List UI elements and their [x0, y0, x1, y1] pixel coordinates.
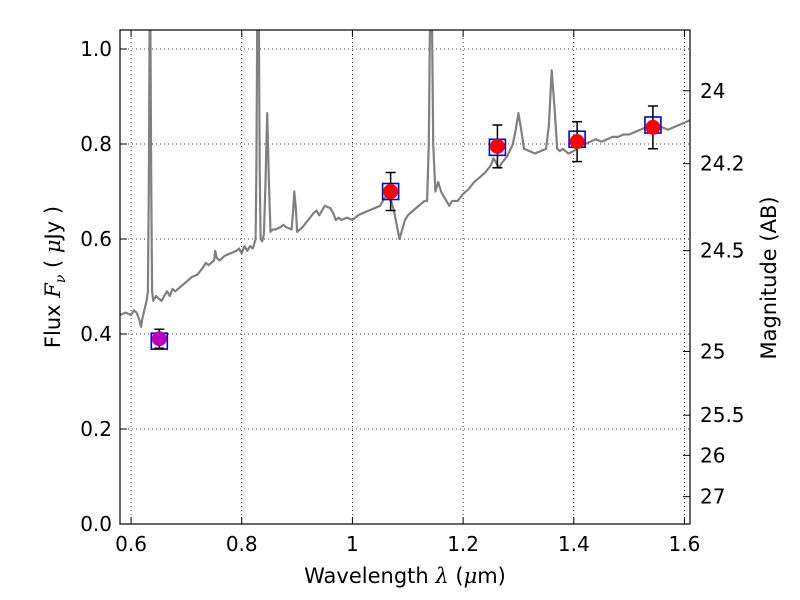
y-tick-label: 1.0 — [80, 37, 112, 61]
right-tick-label: 26 — [700, 443, 725, 467]
y-tick-label: 0.2 — [80, 417, 112, 441]
spectrum-line — [120, 30, 690, 328]
right-tick-label: 24.5 — [700, 239, 745, 263]
y-tick-label: 0.4 — [80, 322, 112, 346]
y-axis-label: Flux Fν ( μJy ) — [41, 206, 69, 348]
observed-flux-point — [151, 331, 167, 347]
x-tick-label: 1.6 — [669, 532, 701, 556]
observed-flux-point — [383, 184, 399, 199]
axis-ticks: 0.6 0.8 1 1.2 1.4 1.6 0.0 0.2 0.4 0.6 0.8 1.0 24 24.2… — [80, 30, 745, 556]
observed-flux-point — [645, 119, 661, 135]
x-tick-label: 0.6 — [115, 532, 147, 556]
y-tick-label: 0.8 — [80, 132, 112, 156]
right-tick-label: 27 — [700, 485, 725, 509]
x-tick-label: 0.8 — [226, 532, 258, 556]
y-tick-label: 0.0 — [80, 512, 112, 536]
grid-lines — [120, 30, 690, 525]
x-axis-label: Wavelength λ (μm) — [304, 564, 506, 588]
right-tick-label: 25 — [700, 340, 725, 364]
x-tick-label: 1.2 — [447, 532, 479, 556]
marker-series — [150, 105, 662, 350]
observed-flux-point — [489, 138, 505, 154]
right-axis-label: Magnitude (AB) — [757, 196, 781, 359]
right-tick-label: 24 — [700, 79, 725, 103]
right-tick-label: 24.2 — [700, 152, 745, 176]
spectrum-series — [120, 30, 690, 328]
x-tick-label: 1 — [346, 532, 359, 556]
observed-flux-point — [569, 134, 585, 150]
x-tick-label: 1.4 — [558, 532, 590, 556]
right-tick-label: 25.5 — [700, 403, 745, 427]
y-tick-label: 0.6 — [80, 227, 112, 251]
plot-frame — [119, 29, 691, 525]
